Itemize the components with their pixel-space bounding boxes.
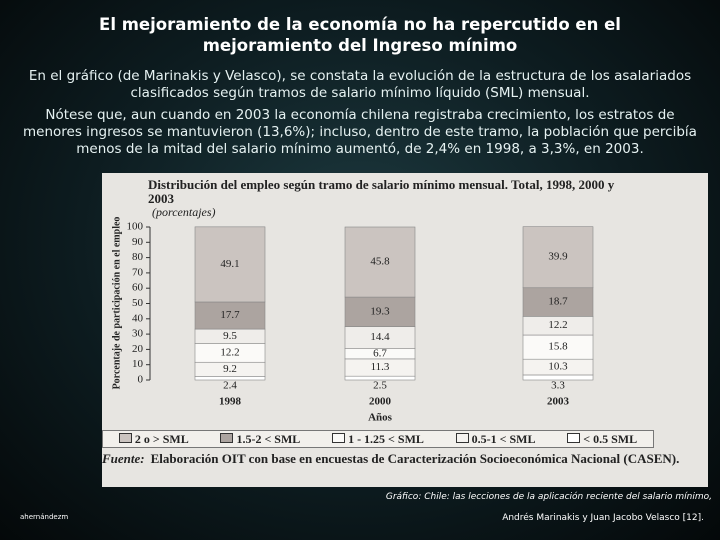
y-axis-label: Porcentaje de participación en el empleo bbox=[111, 217, 122, 390]
source-label: Fuente: bbox=[102, 451, 145, 466]
value-label: 12.2 bbox=[548, 319, 567, 331]
value-label: 17.7 bbox=[220, 309, 240, 321]
y-tick-label: 80 bbox=[132, 251, 144, 263]
bar-segment bbox=[194, 301, 266, 330]
value-label: 15.8 bbox=[548, 341, 568, 353]
x-tick-label: 2003 bbox=[547, 396, 570, 408]
y-tick-label: 20 bbox=[132, 343, 144, 355]
bar-segment bbox=[344, 296, 416, 327]
value-label: 45.8 bbox=[370, 256, 390, 268]
value-label: 3.3 bbox=[551, 380, 565, 392]
legend-label: 1 - 1.25 < SML bbox=[348, 431, 424, 446]
value-label: 10.3 bbox=[548, 361, 568, 373]
chart-title: Distribución del empleo según tramo de s… bbox=[148, 177, 615, 206]
value-label: 19.3 bbox=[370, 305, 390, 317]
slide-title: El mejoramiento de la economía no ha rep… bbox=[99, 15, 621, 55]
value-label: 9.2 bbox=[223, 363, 237, 375]
x-tick-label: 2000 bbox=[369, 396, 392, 408]
legend: 2 o > SML 1.5-2 < SML 1 - 1.25 < SML 0.5-1 … bbox=[102, 430, 654, 448]
legend-swatch bbox=[220, 432, 234, 443]
legend-item: 2 o > SML bbox=[118, 431, 189, 447]
legend-swatch bbox=[455, 432, 469, 443]
value-label: 2.4 bbox=[223, 380, 237, 392]
legend-label: < 0.5 SML bbox=[583, 431, 638, 446]
y-tick-label: 50 bbox=[132, 297, 144, 309]
source-text: Elaboración OIT con base en encuestas de… bbox=[150, 451, 680, 466]
legend-item: 1.5-2 < SML bbox=[220, 432, 300, 447]
y-tick-label: 0 bbox=[138, 374, 144, 386]
legend-item: < 0.5 SML bbox=[567, 432, 637, 447]
bar-segment bbox=[522, 334, 594, 360]
legend-item: 1 - 1.25 < SML bbox=[332, 432, 424, 447]
plot: 0 10 20 30 40 50 60 70 80 90 100 Porcentaje de part… bbox=[111, 217, 594, 424]
legend-label: 2 o > SML bbox=[134, 431, 189, 446]
x-tick-label: 1998 bbox=[219, 396, 242, 408]
x-axis-label: Años bbox=[368, 412, 393, 424]
legend-label: 0.5-1 < SML bbox=[471, 431, 536, 446]
value-label: 49.1 bbox=[220, 258, 239, 270]
value-label: 39.9 bbox=[548, 251, 568, 263]
bar-segment bbox=[344, 226, 416, 298]
value-label: 18.7 bbox=[548, 296, 568, 308]
legend-swatch bbox=[567, 432, 581, 443]
value-label: 11.3 bbox=[371, 361, 390, 373]
value-label: 2.5 bbox=[373, 380, 387, 392]
value-label: 14.4 bbox=[370, 331, 390, 343]
bar-segment bbox=[194, 226, 266, 303]
y-tick-label: 30 bbox=[132, 328, 144, 340]
author: ahernándezm bbox=[20, 513, 69, 521]
y-tick-label: 90 bbox=[132, 236, 144, 248]
chart-subtitle: (porcentajes) bbox=[152, 205, 216, 219]
value-label: 6.7 bbox=[373, 347, 387, 359]
chart: 0 10 20 30 40 50 60 70 80 90 100 Porcentaje de part… bbox=[102, 173, 708, 487]
value-label: 9.5 bbox=[223, 330, 237, 342]
bar-segment bbox=[522, 287, 594, 317]
legend-label: 1.5-2 < SML bbox=[236, 431, 301, 446]
caption-authors: Andrés Marinakis y Juan Jacobo Velasco [… bbox=[502, 513, 704, 523]
y-tick-label: 40 bbox=[132, 312, 144, 324]
paragraph: En el gráfico (de Marinakis y Velasco), … bbox=[28, 68, 692, 101]
y-tick-label: 70 bbox=[132, 266, 144, 278]
bar-segment bbox=[522, 226, 594, 289]
y-tick-label: 10 bbox=[132, 358, 144, 370]
caption: Gráfico: Chile: las lecciones de la apli… bbox=[385, 492, 712, 502]
source: Fuente: Elaboración OIT con base en encue… bbox=[102, 451, 702, 466]
legend-swatch bbox=[332, 432, 346, 443]
y-tick-label: 60 bbox=[132, 282, 144, 294]
legend-swatch bbox=[118, 432, 132, 443]
value-label: 12.2 bbox=[220, 346, 239, 358]
legend-item: 0.5-1 < SML bbox=[455, 431, 536, 447]
paragraph: Nótese que, aun cuando en 2003 la econom… bbox=[23, 107, 697, 157]
y-tick-label: 100 bbox=[127, 221, 144, 233]
